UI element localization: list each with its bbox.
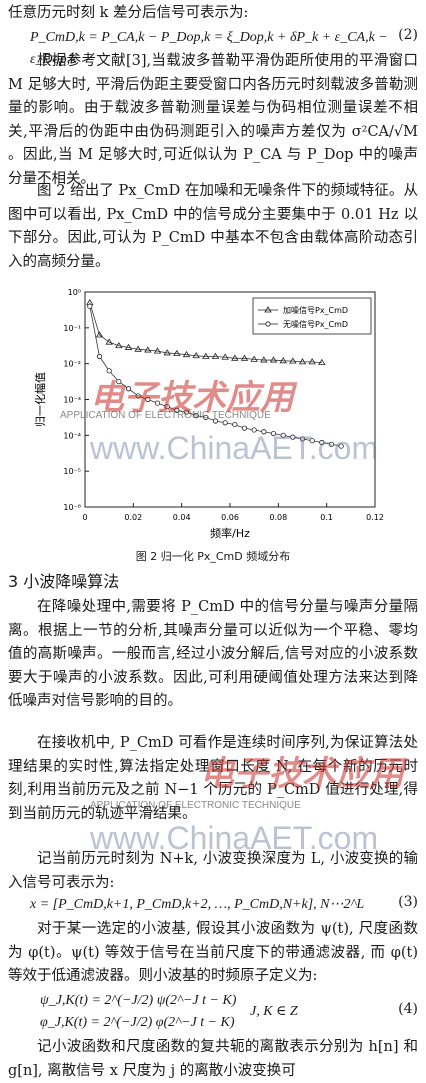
figure-2-caption: 图 2 归一化 Px_CmD 频域分布	[135, 550, 291, 563]
data-point-1	[221, 353, 229, 360]
legend-marker-2	[265, 321, 271, 327]
equation-2-body: P_CmD,k = P_CA,k − P_Dop,k = ξ_Dop,k + δ…	[30, 30, 388, 67]
data-point-2	[212, 418, 219, 424]
equation-3-body: x = [P_CmD,k+1, P_CmD,k+2, …, P_CmD,N+k]…	[30, 897, 365, 912]
data-point-1	[279, 357, 287, 364]
data-point-2	[270, 430, 277, 437]
x-tick-label: 0	[82, 513, 87, 522]
data-point-2	[319, 439, 325, 446]
y-tick-label: 10⁻⁵	[63, 467, 81, 476]
data-point-2	[193, 413, 199, 419]
equation-4-condition: J, K ∈ Z	[250, 1004, 298, 1019]
data-point-1	[182, 350, 191, 358]
equation-4: ψ_J,K(t) = 2^(−J/2) ψ(2^−J t − K) φ_J,K(…	[40, 990, 260, 1034]
paragraph-receiver: 在接收机中, P_CmD 可看作是连续时间序列,为保证算法处理结果的实时性,算法…	[8, 735, 418, 822]
data-point-2	[280, 432, 286, 438]
data-point-1	[269, 356, 278, 363]
data-point-2	[154, 400, 161, 406]
data-point-2	[232, 421, 238, 428]
data-point-1	[173, 349, 181, 357]
legend-label-1: 加噪信号Px_CmD	[283, 305, 348, 315]
data-point-2	[328, 441, 335, 447]
data-point-1	[105, 338, 113, 345]
data-point-1	[318, 358, 326, 365]
x-tick-label: 0.1	[320, 513, 333, 522]
paragraph-figure-2: 图 2 给出了 Px_CmD 在加噪和无噪条件下的频域特征。从图中可以看出, P…	[8, 183, 418, 270]
equation-3: x = [P_CmD,k+1, P_CmD,k+2, …, P_CmD,N+k]…	[30, 894, 418, 916]
equation-3-number: (3)	[398, 894, 418, 910]
data-point-1	[144, 346, 152, 353]
y-tick-label: 10⁻¹	[63, 324, 81, 333]
legend-label-2: 无噪信号Px_CmD	[283, 319, 348, 329]
data-point-2	[338, 443, 344, 449]
data-point-1	[250, 355, 258, 362]
data-point-2	[145, 396, 151, 403]
equation-2-number: (2)	[398, 27, 418, 43]
y-tick-label: 10⁻²	[63, 360, 81, 369]
data-point-1	[115, 341, 123, 349]
section-3-heading: 3 小波降噪算法	[8, 572, 120, 591]
data-point-2	[164, 404, 170, 410]
legend-marker-1	[264, 306, 272, 313]
data-point-2	[241, 425, 248, 431]
data-point-1	[308, 358, 316, 365]
intro-sentence: 任意历元时刻 k 差分后信号可表示为:	[8, 5, 249, 21]
x-tick-label: 0.06	[221, 513, 239, 522]
legend-box	[252, 297, 372, 335]
data-point-1	[260, 356, 268, 363]
y-tick-label: 10⁻⁶	[63, 503, 81, 512]
data-point-2	[251, 427, 257, 433]
data-point-2	[203, 414, 209, 421]
x-tick-label: 0.02	[124, 513, 142, 522]
figure-2-chart: 0 0.02 0.04 0.06 0.08 0.1 0.12 10⁰ 10⁻¹ 10⁻² 10⁻³ 1…	[33, 288, 384, 540]
equation-2: P_CmD,k = P_CA,k − P_Dop,k = ξ_Dop,k + δ…	[30, 27, 418, 71]
paragraph-denoise: 在降噪处理中,需要将 P_CmD 中的信号分量与噪声分量隔离。根据上一节的分析,…	[8, 599, 418, 709]
y-axis-label: 归一化幅值	[33, 372, 47, 427]
paragraph-smoothing: 根据参考文献[3],当载波多普勒平滑伪距所使用的平滑窗口 M 足够大时, 平滑后…	[8, 53, 418, 187]
equation-4-number: (4)	[398, 1001, 418, 1017]
paragraph-epoch: 记当前历元时刻为 N+k, 小波变换深度为 L, 小波变换的输入信号可表示为:	[8, 851, 418, 891]
data-point-1	[298, 358, 307, 365]
data-point-1	[124, 343, 133, 350]
equation-4-psi: ψ_J,K(t) = 2^(−J/2) ψ(2^−J t − K)	[40, 993, 237, 1008]
data-point-1	[289, 357, 297, 364]
data-point-1	[153, 347, 162, 354]
data-point-1	[163, 349, 171, 356]
x-tick-label: 0.08	[269, 513, 287, 522]
data-point-2	[309, 438, 315, 444]
x-tick-label: 0.12	[366, 513, 384, 522]
data-point-2	[174, 407, 180, 413]
series-line-1	[89, 302, 322, 363]
y-tick-label: 10⁻³	[63, 396, 81, 405]
equation-4-phi: φ_J,K(t) = 2^(−J/2) φ(2^−J t − K)	[40, 1015, 235, 1030]
y-tick-label: 10⁻⁴	[63, 431, 81, 440]
data-point-2	[96, 353, 103, 360]
data-point-1	[240, 354, 249, 361]
paragraph-discrete: 记小波函数和尺度函数的复共轭的离散表示分别为 h[n] 和 g[n], 离散信号…	[8, 1039, 418, 1079]
data-point-2	[222, 420, 228, 426]
data-point-2	[106, 368, 112, 374]
x-tick-label: 0.04	[173, 513, 191, 522]
x-axis-label: 频率/Hz	[210, 526, 250, 540]
y-tick-label: 10⁰	[68, 288, 81, 297]
data-point-2	[261, 429, 267, 435]
data-point-2	[290, 434, 296, 440]
data-point-2	[87, 303, 93, 309]
data-point-1	[202, 352, 210, 359]
data-point-2	[125, 386, 132, 392]
data-point-2	[135, 393, 141, 399]
data-point-2	[299, 436, 306, 442]
data-point-2	[116, 378, 122, 385]
data-point-1	[211, 352, 220, 359]
data-point-2	[183, 409, 190, 415]
data-point-1	[95, 331, 104, 338]
data-point-1	[192, 352, 200, 359]
paragraph-wavelet-basis: 对于某一选定的小波基, 假设其小波函数为 ψ(t), 尺度函数为 φ(t)。ψ(…	[8, 921, 418, 984]
data-point-1	[134, 345, 142, 352]
data-point-1	[231, 354, 239, 361]
